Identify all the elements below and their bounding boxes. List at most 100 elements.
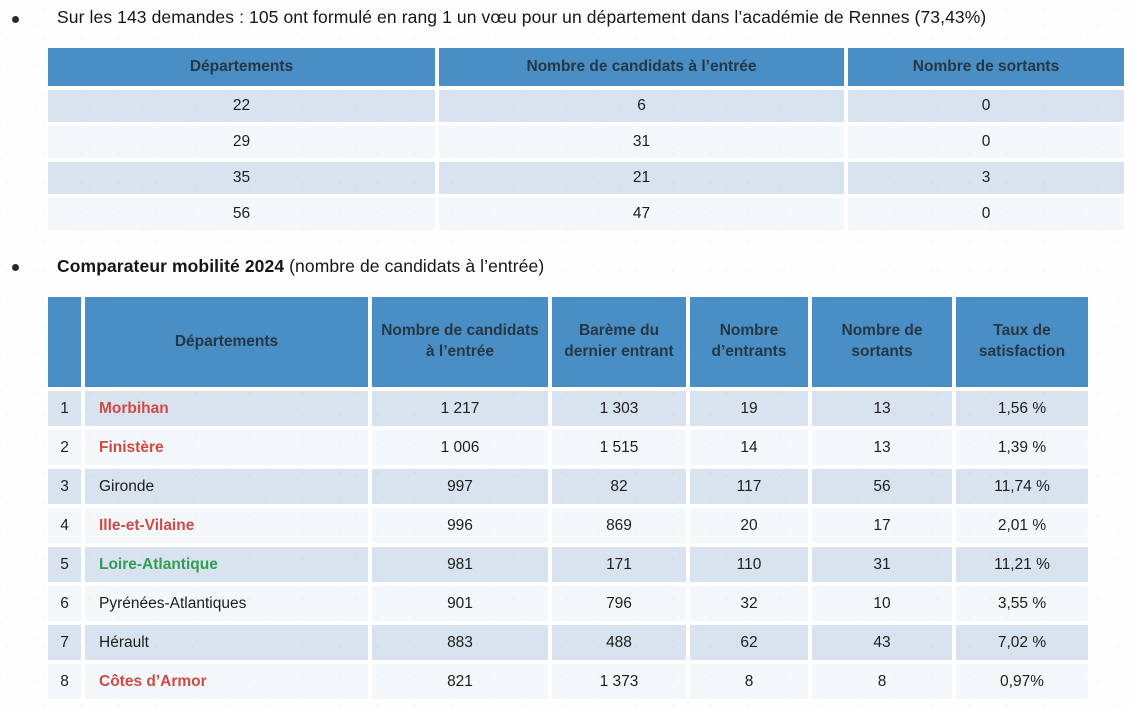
sortants-cell: 56 [812, 469, 952, 504]
rank-cell: 2 [48, 430, 81, 465]
departement-cell: 56 [48, 198, 435, 230]
bareme-cell: 1 373 [552, 664, 686, 699]
entrants-cell: 20 [690, 508, 808, 543]
table2-row: 5 Loire-Atlantique 981 171 110 31 11,21 % [48, 547, 1088, 582]
rank-cell: 6 [48, 586, 81, 621]
departement-cell: Hérault [85, 625, 368, 660]
rank-cell: 1 [48, 391, 81, 426]
candidats-cell: 981 [372, 547, 548, 582]
taux-satisfaction-cell: 7,02 % [956, 625, 1088, 660]
table1-header-departements: Départements [48, 48, 435, 86]
bullet-icon [12, 16, 19, 23]
candidats-cell: 821 [372, 664, 548, 699]
section2-title: Comparateur mobilité 2024 (nombre de can… [57, 256, 544, 277]
bareme-cell: 796 [552, 586, 686, 621]
sortants-cell: 17 [812, 508, 952, 543]
departement-cell: Morbihan [85, 391, 368, 426]
candidats-cell: 47 [439, 198, 844, 230]
entrants-cell: 117 [690, 469, 808, 504]
bareme-cell: 869 [552, 508, 686, 543]
table2-header-rank [48, 297, 81, 387]
sortants-cell: 0 [848, 90, 1124, 122]
table1-row: 56 47 0 [48, 198, 1124, 230]
taux-satisfaction-cell: 11,74 % [956, 469, 1088, 504]
departement-cell: Pyrénées-Atlantiques [85, 586, 368, 621]
departement-cell: 35 [48, 162, 435, 194]
sortants-cell: 31 [812, 547, 952, 582]
departement-cell: 29 [48, 126, 435, 158]
sortants-cell: 3 [848, 162, 1124, 194]
table-comparateur-mobilite: Départements Nombre de candidats à l’ent… [44, 293, 1092, 703]
entrants-cell: 32 [690, 586, 808, 621]
table2-header-sortants: Nombre de sortants [812, 297, 952, 387]
rank-cell: 3 [48, 469, 81, 504]
table2-header-row: Départements Nombre de candidats à l’ent… [48, 297, 1088, 387]
table2-header-bareme: Barème du dernier entrant [552, 297, 686, 387]
section2-title-rest: (nombre de candidats à l’entrée) [284, 256, 545, 276]
taux-satisfaction-cell: 1,56 % [956, 391, 1088, 426]
bareme-cell: 171 [552, 547, 686, 582]
table1-row: 22 6 0 [48, 90, 1124, 122]
table1-body: 22 6 0 29 31 0 35 21 3 56 47 0 [48, 90, 1124, 230]
bareme-cell: 1 303 [552, 391, 686, 426]
candidats-cell: 997 [372, 469, 548, 504]
taux-satisfaction-cell: 3,55 % [956, 586, 1088, 621]
entrants-cell: 62 [690, 625, 808, 660]
candidats-cell: 996 [372, 508, 548, 543]
rank-cell: 7 [48, 625, 81, 660]
sortants-cell: 10 [812, 586, 952, 621]
rank-cell: 5 [48, 547, 81, 582]
sortants-cell: 43 [812, 625, 952, 660]
candidats-cell: 1 006 [372, 430, 548, 465]
table2-row: 2 Finistère 1 006 1 515 14 13 1,39 % [48, 430, 1088, 465]
candidats-cell: 883 [372, 625, 548, 660]
candidats-cell: 31 [439, 126, 844, 158]
sortants-cell: 8 [812, 664, 952, 699]
table2-header-candidats-entree: Nombre de candidats à l’entrée [372, 297, 548, 387]
rank-cell: 8 [48, 664, 81, 699]
taux-satisfaction-cell: 1,39 % [956, 430, 1088, 465]
taux-satisfaction-cell: 11,21 % [956, 547, 1088, 582]
bareme-cell: 82 [552, 469, 686, 504]
table2-row: 1 Morbihan 1 217 1 303 19 13 1,56 % [48, 391, 1088, 426]
table2-row: 6 Pyrénées-Atlantiques 901 796 32 10 3,55 % [48, 586, 1088, 621]
taux-satisfaction-cell: 0,97% [956, 664, 1088, 699]
table2-body: 1 Morbihan 1 217 1 303 19 13 1,56 % 2 Finistère 1… [48, 391, 1088, 699]
departement-cell: Côtes d’Armor [85, 664, 368, 699]
candidats-cell: 21 [439, 162, 844, 194]
bareme-cell: 1 515 [552, 430, 686, 465]
table1-header-candidats-entree: Nombre de candidats à l’entrée [439, 48, 844, 86]
sortants-cell: 0 [848, 198, 1124, 230]
table1-header-sortants: Nombre de sortants [848, 48, 1124, 86]
departement-cell: Ille-et-Vilaine [85, 508, 368, 543]
table2-row: 3 Gironde 997 82 117 56 11,74 % [48, 469, 1088, 504]
departement-cell: 22 [48, 90, 435, 122]
taux-satisfaction-cell: 2,01 % [956, 508, 1088, 543]
table-departements-rennes: Départements Nombre de candidats à l’ent… [44, 44, 1128, 234]
table2-row: 4 Ille-et-Vilaine 996 869 20 17 2,01 % [48, 508, 1088, 543]
candidats-cell: 901 [372, 586, 548, 621]
entrants-cell: 110 [690, 547, 808, 582]
bareme-cell: 488 [552, 625, 686, 660]
departement-cell: Loire-Atlantique [85, 547, 368, 582]
candidats-cell: 6 [439, 90, 844, 122]
sortants-cell: 13 [812, 391, 952, 426]
entrants-cell: 14 [690, 430, 808, 465]
sortants-cell: 13 [812, 430, 952, 465]
bullet-icon [12, 264, 19, 271]
sortants-cell: 0 [848, 126, 1124, 158]
table1-row: 29 31 0 [48, 126, 1124, 158]
table2-header-entrants: Nombre d’entrants [690, 297, 808, 387]
intro-text: Sur les 143 demandes : 105 ont formulé e… [57, 7, 987, 27]
table2-row: 7 Hérault 883 488 62 43 7,02 % [48, 625, 1088, 660]
table1-row: 35 21 3 [48, 162, 1124, 194]
section2-title-bold: Comparateur mobilité 2024 [57, 256, 285, 276]
entrants-cell: 8 [690, 664, 808, 699]
table2-header-departements: Départements [85, 297, 368, 387]
table2-header-taux-satisfaction: Taux de satisfaction [956, 297, 1088, 387]
candidats-cell: 1 217 [372, 391, 548, 426]
departement-cell: Gironde [85, 469, 368, 504]
table1-header-row: Départements Nombre de candidats à l’ent… [48, 48, 1124, 86]
rank-cell: 4 [48, 508, 81, 543]
